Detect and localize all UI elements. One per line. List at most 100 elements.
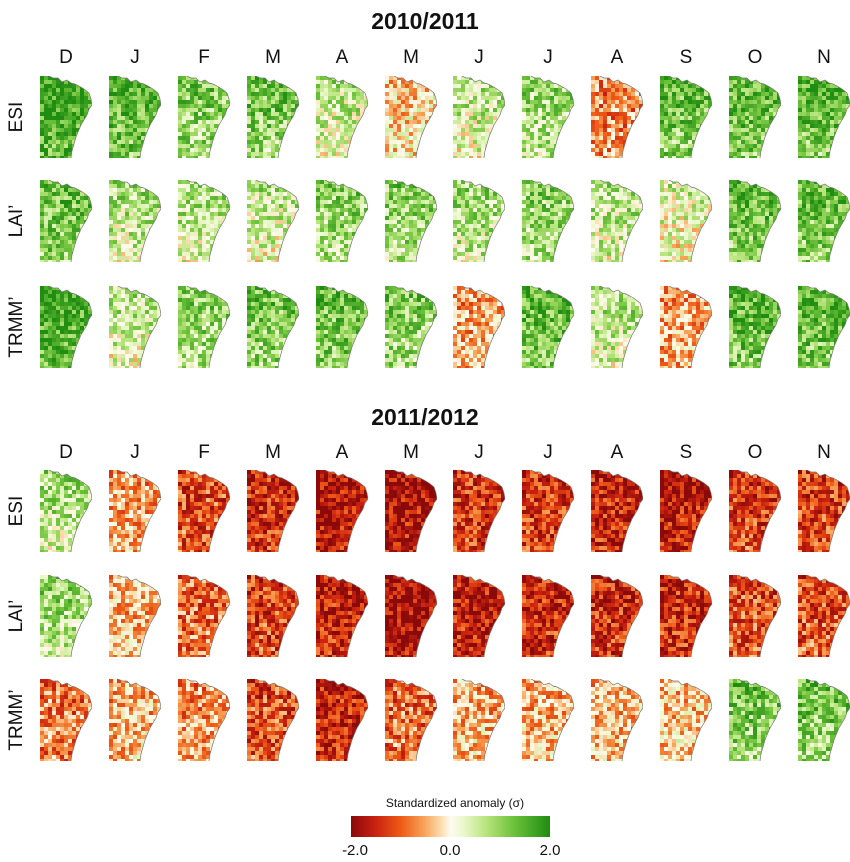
month-label: A [587,442,647,464]
map-0-2-1 [109,286,161,368]
map-1-2-9 [660,679,712,761]
map-0-0-11 [798,76,850,158]
map-0-1-11 [798,180,850,262]
month-label: S [656,47,716,69]
map-0-2-9 [660,286,712,368]
map-0-2-11 [798,286,850,368]
legend-max-label: 2.0 [520,842,580,859]
row-label: TRMM’ [6,689,28,750]
month-label: J [449,442,509,464]
map-0-1-8 [591,180,643,262]
map-1-1-2 [178,575,230,657]
month-label: J [105,47,165,69]
map-1-1-10 [729,575,781,657]
month-label: M [243,47,303,69]
map-1-2-2 [178,679,230,761]
map-0-1-0 [40,180,92,262]
map-0-0-4 [316,76,368,158]
legend-title: Standardized anomaly (σ) [355,796,555,810]
month-label: D [36,47,96,69]
map-0-0-8 [591,76,643,158]
map-0-0-1 [109,76,161,158]
map-1-1-4 [316,575,368,657]
map-0-1-7 [522,180,574,262]
map-1-2-1 [109,679,161,761]
map-1-0-3 [247,470,299,552]
map-1-1-3 [247,575,299,657]
month-label: M [381,442,441,464]
map-1-0-10 [729,470,781,552]
panel-title-2010-2011: 2010/2011 [0,8,850,35]
map-0-2-8 [591,286,643,368]
map-1-1-7 [522,575,574,657]
map-0-1-6 [453,180,505,262]
map-1-0-0 [40,470,92,552]
month-label: A [312,47,372,69]
month-label: M [381,47,441,69]
month-label: D [36,442,96,464]
map-0-2-0 [40,286,92,368]
map-1-0-7 [522,470,574,552]
map-1-2-3 [247,679,299,761]
map-1-2-5 [385,679,437,761]
month-label: F [174,47,234,69]
month-label: J [518,47,578,69]
map-1-0-1 [109,470,161,552]
map-1-1-11 [798,575,850,657]
map-1-0-8 [591,470,643,552]
map-0-2-3 [247,286,299,368]
map-1-2-0 [40,679,92,761]
map-0-2-10 [729,286,781,368]
map-1-1-6 [453,575,505,657]
row-label: LAI’ [6,205,28,238]
row-label: TRMM’ [6,296,28,357]
map-1-2-7 [522,679,574,761]
map-0-1-5 [385,180,437,262]
map-1-1-8 [591,575,643,657]
map-0-1-2 [178,180,230,262]
panel-title-2011-2012: 2011/2012 [0,404,850,431]
row-label: ESI [6,496,28,527]
month-label: O [725,47,785,69]
map-1-0-11 [798,470,850,552]
map-1-2-10 [729,679,781,761]
legend-mid-label: 0.0 [420,842,480,859]
month-label: A [587,47,647,69]
map-0-2-4 [316,286,368,368]
map-1-0-2 [178,470,230,552]
map-0-0-6 [453,76,505,158]
map-0-2-7 [522,286,574,368]
legend-min-label: -2.0 [325,842,385,859]
map-1-2-11 [798,679,850,761]
map-0-0-7 [522,76,574,158]
month-label: N [794,47,850,69]
map-0-0-3 [247,76,299,158]
month-label: J [518,442,578,464]
map-1-1-1 [109,575,161,657]
month-label: A [312,442,372,464]
month-label: J [449,47,509,69]
map-1-1-9 [660,575,712,657]
map-1-1-0 [40,575,92,657]
row-label: LAI’ [6,600,28,633]
map-0-2-5 [385,286,437,368]
map-0-0-0 [40,76,92,158]
map-1-0-4 [316,470,368,552]
month-label: M [243,442,303,464]
map-1-0-6 [453,470,505,552]
map-0-2-6 [453,286,505,368]
map-0-2-2 [178,286,230,368]
legend-colorbar [351,816,550,837]
map-0-0-2 [178,76,230,158]
map-1-0-5 [385,470,437,552]
map-1-0-9 [660,470,712,552]
map-1-2-6 [453,679,505,761]
map-0-0-5 [385,76,437,158]
map-0-1-3 [247,180,299,262]
map-0-0-10 [729,76,781,158]
map-1-1-5 [385,575,437,657]
month-label: J [105,442,165,464]
row-label: ESI [6,102,28,133]
map-1-2-4 [316,679,368,761]
map-0-1-9 [660,180,712,262]
